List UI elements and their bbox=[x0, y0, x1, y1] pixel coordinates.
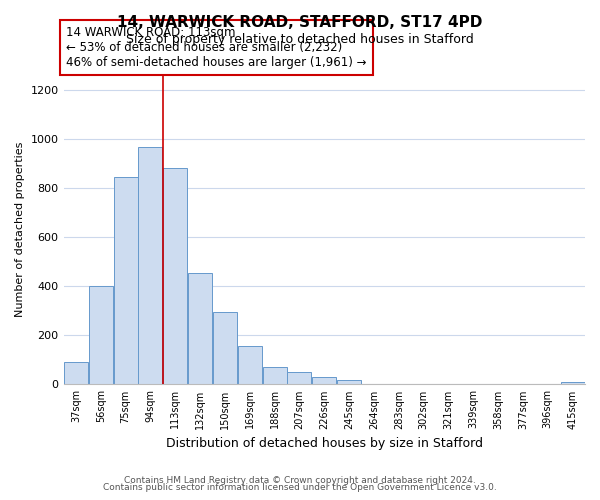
Text: 14, WARWICK ROAD, STAFFORD, ST17 4PD: 14, WARWICK ROAD, STAFFORD, ST17 4PD bbox=[118, 15, 482, 30]
Bar bbox=[263, 367, 287, 384]
Bar bbox=[213, 312, 237, 384]
Bar bbox=[163, 168, 187, 384]
Text: Contains HM Land Registry data © Crown copyright and database right 2024.: Contains HM Land Registry data © Crown c… bbox=[124, 476, 476, 485]
Bar bbox=[238, 346, 262, 385]
Y-axis label: Number of detached properties: Number of detached properties bbox=[15, 142, 25, 318]
Text: Size of property relative to detached houses in Stafford: Size of property relative to detached ho… bbox=[126, 32, 474, 46]
Bar bbox=[139, 148, 163, 384]
Bar bbox=[312, 376, 337, 384]
X-axis label: Distribution of detached houses by size in Stafford: Distribution of detached houses by size … bbox=[166, 437, 483, 450]
Bar bbox=[188, 272, 212, 384]
Bar bbox=[287, 372, 311, 384]
Text: Contains public sector information licensed under the Open Government Licence v3: Contains public sector information licen… bbox=[103, 484, 497, 492]
Bar bbox=[337, 380, 361, 384]
Bar bbox=[113, 177, 137, 384]
Bar bbox=[64, 362, 88, 384]
Text: 14 WARWICK ROAD: 113sqm
← 53% of detached houses are smaller (2,232)
46% of semi: 14 WARWICK ROAD: 113sqm ← 53% of detache… bbox=[66, 26, 367, 69]
Bar bbox=[560, 382, 584, 384]
Bar bbox=[89, 286, 113, 384]
